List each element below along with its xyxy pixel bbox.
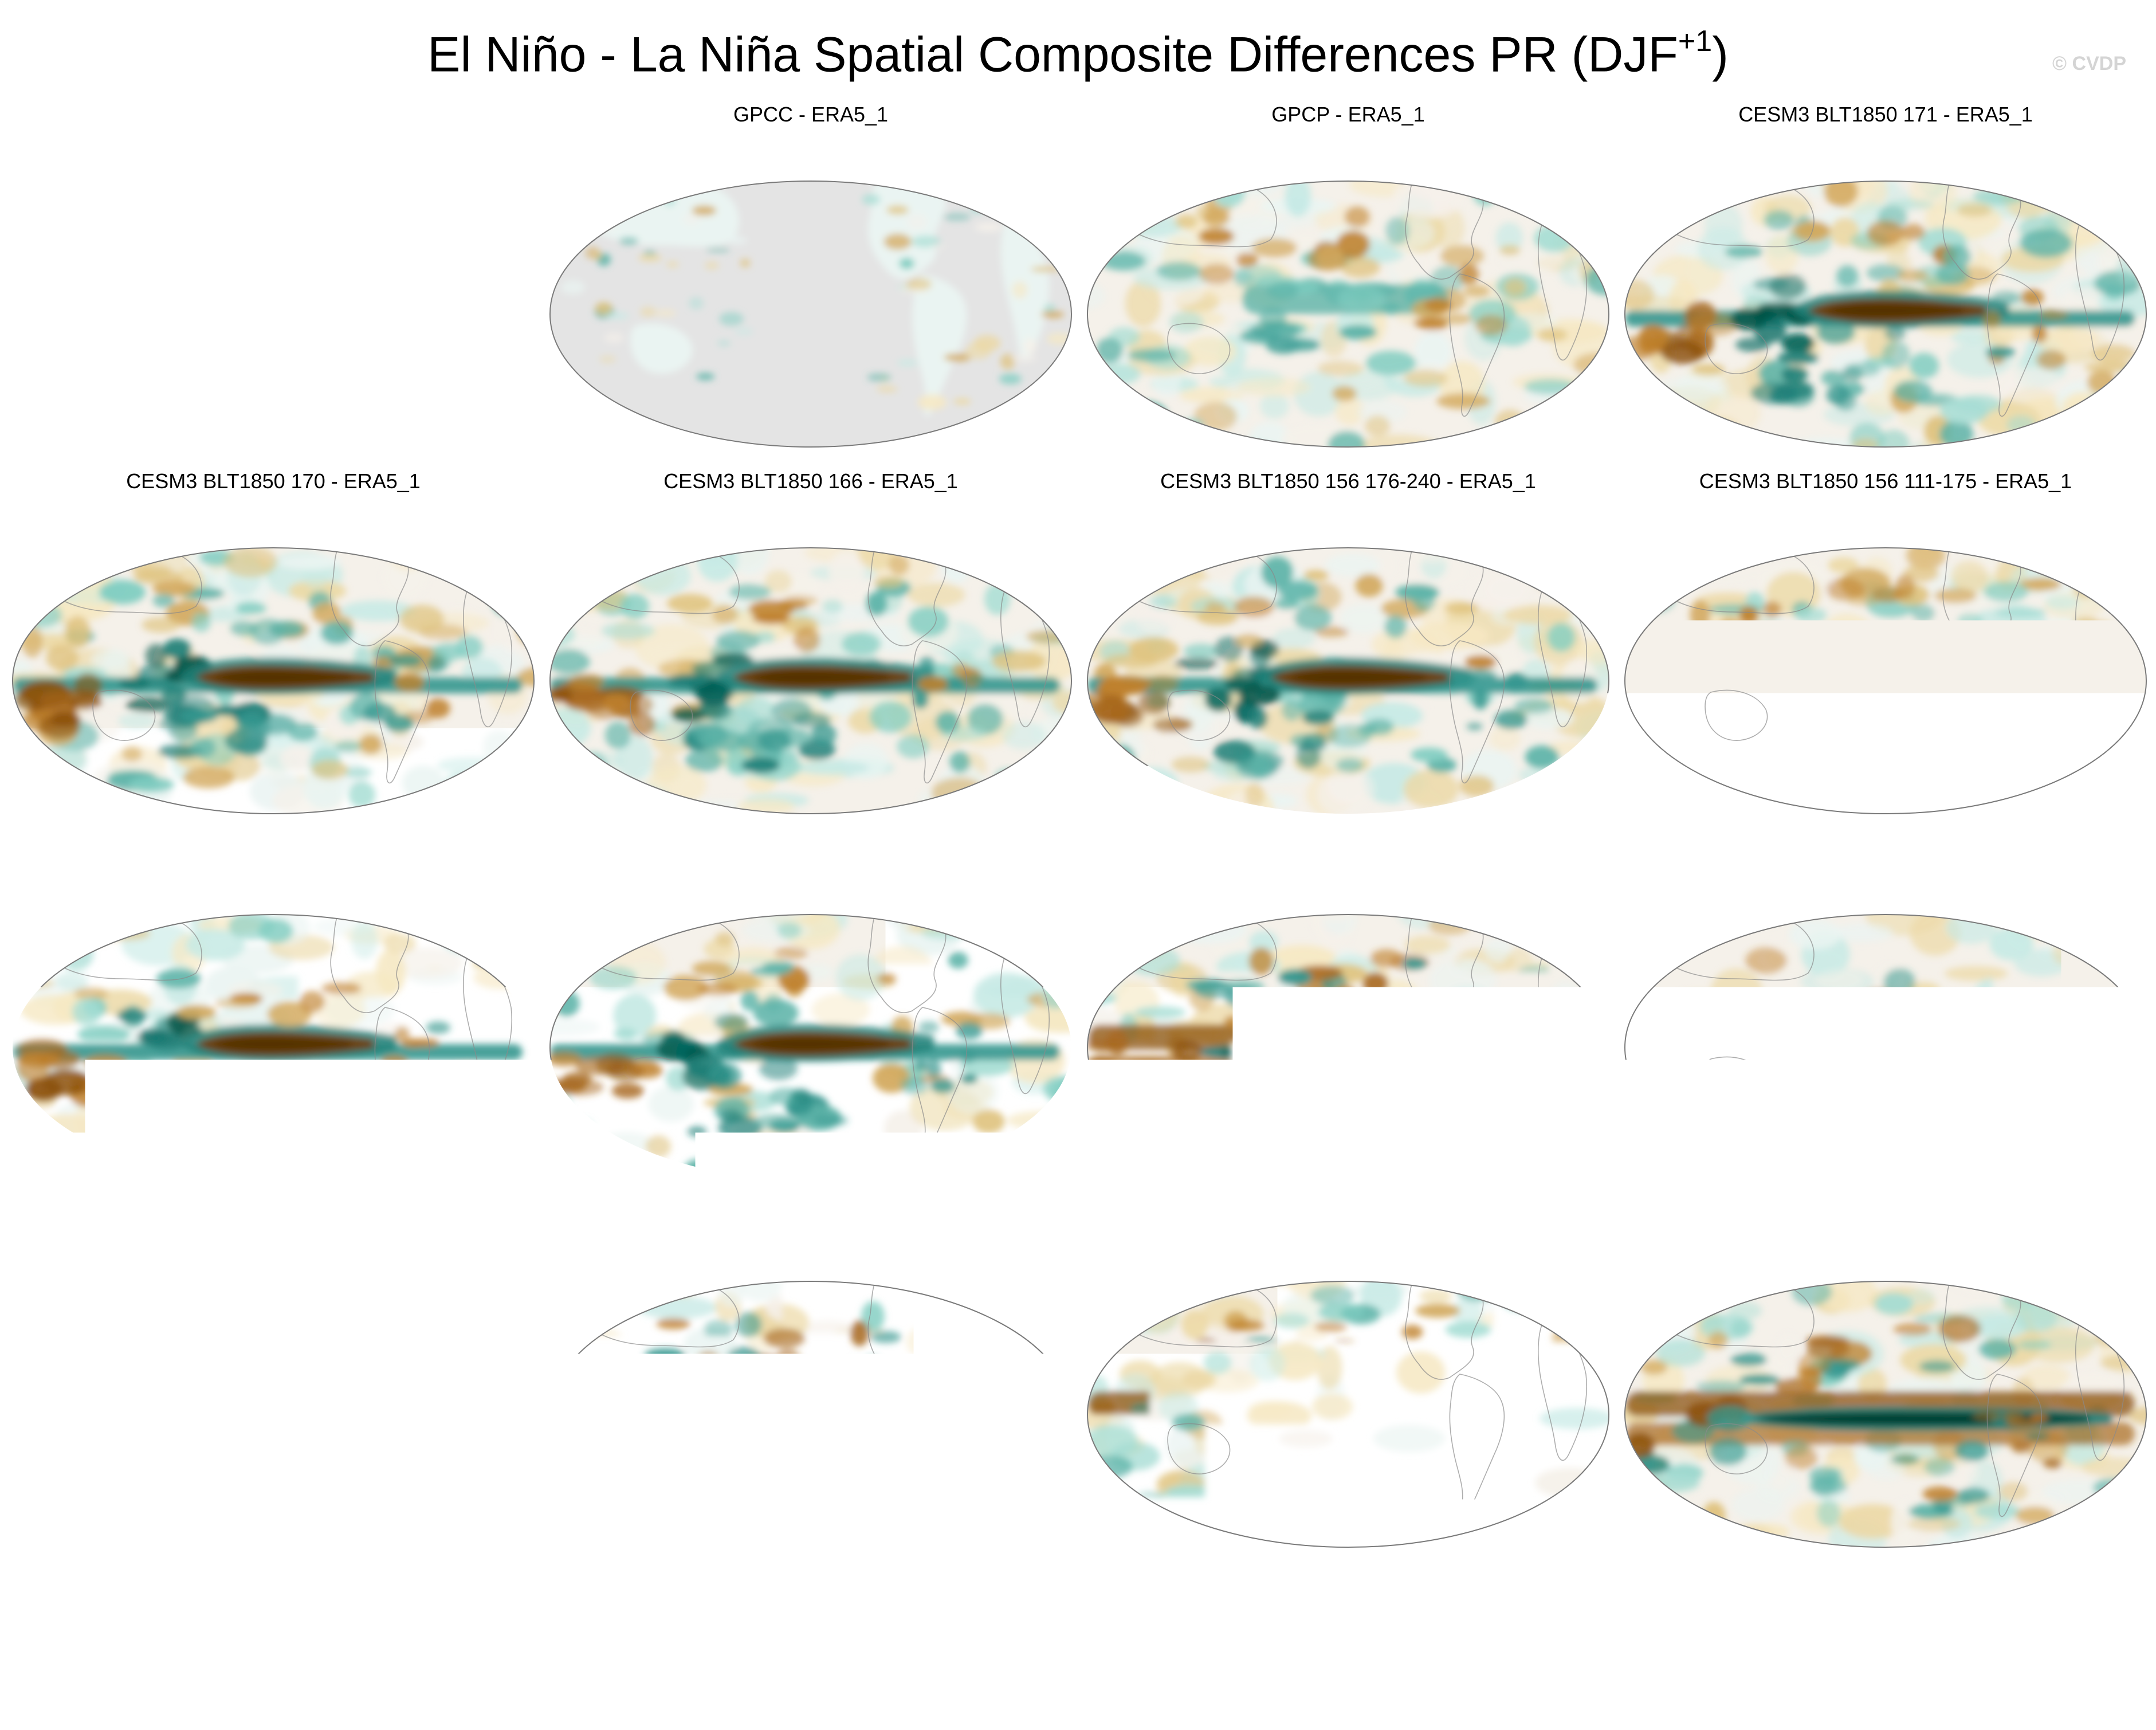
map-panel: CESM3 BLT1850 156 80-240 - ERA5_1 [544,835,1077,1202]
map-field [1619,1202,2152,1569]
panel-title: CESM2 piControl B - ERA5_1 [1082,1202,1615,1227]
map-svg [544,102,1077,469]
map-svg [1082,469,1615,835]
colorbar-swatch [1564,1598,1633,1634]
panel-title: CESM3 BLT1850 156 80-240 - ERA5_1 [544,835,1077,861]
panel-title: CESM3 BLT1850 156 111-175 - ERA5_1 [1619,469,2152,494]
map-panel: CESM3 BLT1850 171 - ERA5_1 [1619,102,2152,469]
map-panel: CESM2 piControl D - ERA5_1 [7,1202,540,1569]
map-panel: CESM3 BLT1850 170 - ERA5_1 [7,469,540,835]
map-panel: GPCC - ERA5_1 [544,102,1077,469]
panel-title: CESM3 BLT1850 166 - ERA5_1 [544,469,1077,494]
map-panel: CESM3 BLT1850 166 - ERA5_1 [544,469,1077,835]
colorbar-swatch [1286,1598,1356,1634]
map-svg [1619,1202,2152,1569]
map-field [544,469,1077,835]
map-field [1619,102,2152,469]
map-field [1082,102,1615,469]
colorbar-swatch [1425,1598,1495,1634]
colorbar-swatch [1078,1598,1148,1634]
map-svg [544,1202,1077,1569]
map-panel: CESM3 BLT1850 156 176-240 - ERA5_1 [1082,469,1615,835]
map-panel: CESM2 piControl C - ERA5_1 [544,1202,1077,1569]
page-title: El Niño - La Niña Spatial Composite Diff… [0,10,2156,89]
panel-title: CESM3 BLT1850 170 - ERA5_1 [7,469,540,494]
map-field [1619,835,2152,1202]
map-panel: CESM2 piControl B - ERA5_1 [1082,1202,1615,1569]
map-field [7,469,540,835]
panel-title: CESM3 BLT1850 171 - ERA5_1 [1619,102,2152,127]
map-svg [544,469,1077,835]
map-svg [7,1202,540,1569]
colorbar-swatch [1148,1598,1218,1634]
colorbar-swatch [1009,1598,1079,1634]
map-svg [1619,469,2152,835]
panel-title: CESM2 piControl F - ERA5_1 [1082,835,1615,861]
colorbar-swatch [1494,1598,1564,1634]
map-field [1082,469,1615,835]
colorbar-swatch [524,1598,594,1634]
map-field [1082,835,1615,1202]
colorbar-swatch [662,1598,732,1634]
map-svg [544,835,1077,1202]
watermark: © CVDP [2052,53,2126,75]
panel-title: CESM3 BLT1850 156 46-110 - ERA5_1 [7,835,540,861]
colorbar-swatch [1356,1598,1425,1634]
colorbar-units: mm/day [0,1671,2156,1717]
map-panel: CESM3 BLT1850 156 46-110 - ERA5_1 [7,835,540,1202]
map-panel: CESM3 BLT1850 156 111-175 - ERA5_1 [1619,469,2152,835]
panel-title: CESM3 BLT1850 156 176-240 - ERA5_1 [1082,469,1615,494]
panel-title: CESM2 piControl A - ERA5_1 [1619,1202,2152,1227]
colorbar-swatch [940,1598,1010,1634]
map-svg [7,835,540,1202]
panel-title: CESM2 piControl E - ERA5_1 [1619,835,2152,861]
colorbar [385,1598,1772,1634]
map-field [7,835,540,1202]
map-panel: CESM2 piControl E - ERA5_1 [1619,835,2152,1202]
map-field [544,102,1077,469]
map-field [1082,1202,1615,1569]
map-panel: CESM2 piControl F - ERA5_1 [1082,835,1615,1202]
panel-title: CESM2 piControl D - ERA5_1 [7,1202,540,1227]
panel-title: CESM2 piControl C - ERA5_1 [544,1202,1077,1227]
map-svg [1619,102,2152,469]
colorbar-swatch [593,1598,663,1634]
map-svg [1082,102,1615,469]
colorbar-swatch [1633,1598,1703,1634]
map-field [544,1202,1077,1569]
map-svg [1082,1202,1615,1569]
map-panel: CESM2 piControl A - ERA5_1 [1619,1202,2152,1569]
colorbar-swatch [385,1598,455,1634]
colorbar-swatch [732,1598,802,1634]
map-field [544,835,1077,1202]
colorbar-swatch [454,1598,524,1634]
map-field [1619,469,2152,835]
colorbar-swatch [801,1598,871,1634]
colorbar-swatch [870,1598,940,1634]
map-field [7,1202,540,1569]
map-svg [7,469,540,835]
colorbar-swatch [1217,1598,1287,1634]
map-svg [1082,835,1615,1202]
colorbar-swatch [1702,1598,1772,1634]
map-svg [1619,835,2152,1202]
panel-title: GPCP - ERA5_1 [1082,102,1615,127]
map-panel: GPCP - ERA5_1 [1082,102,1615,469]
panel-title: GPCC - ERA5_1 [544,102,1077,127]
